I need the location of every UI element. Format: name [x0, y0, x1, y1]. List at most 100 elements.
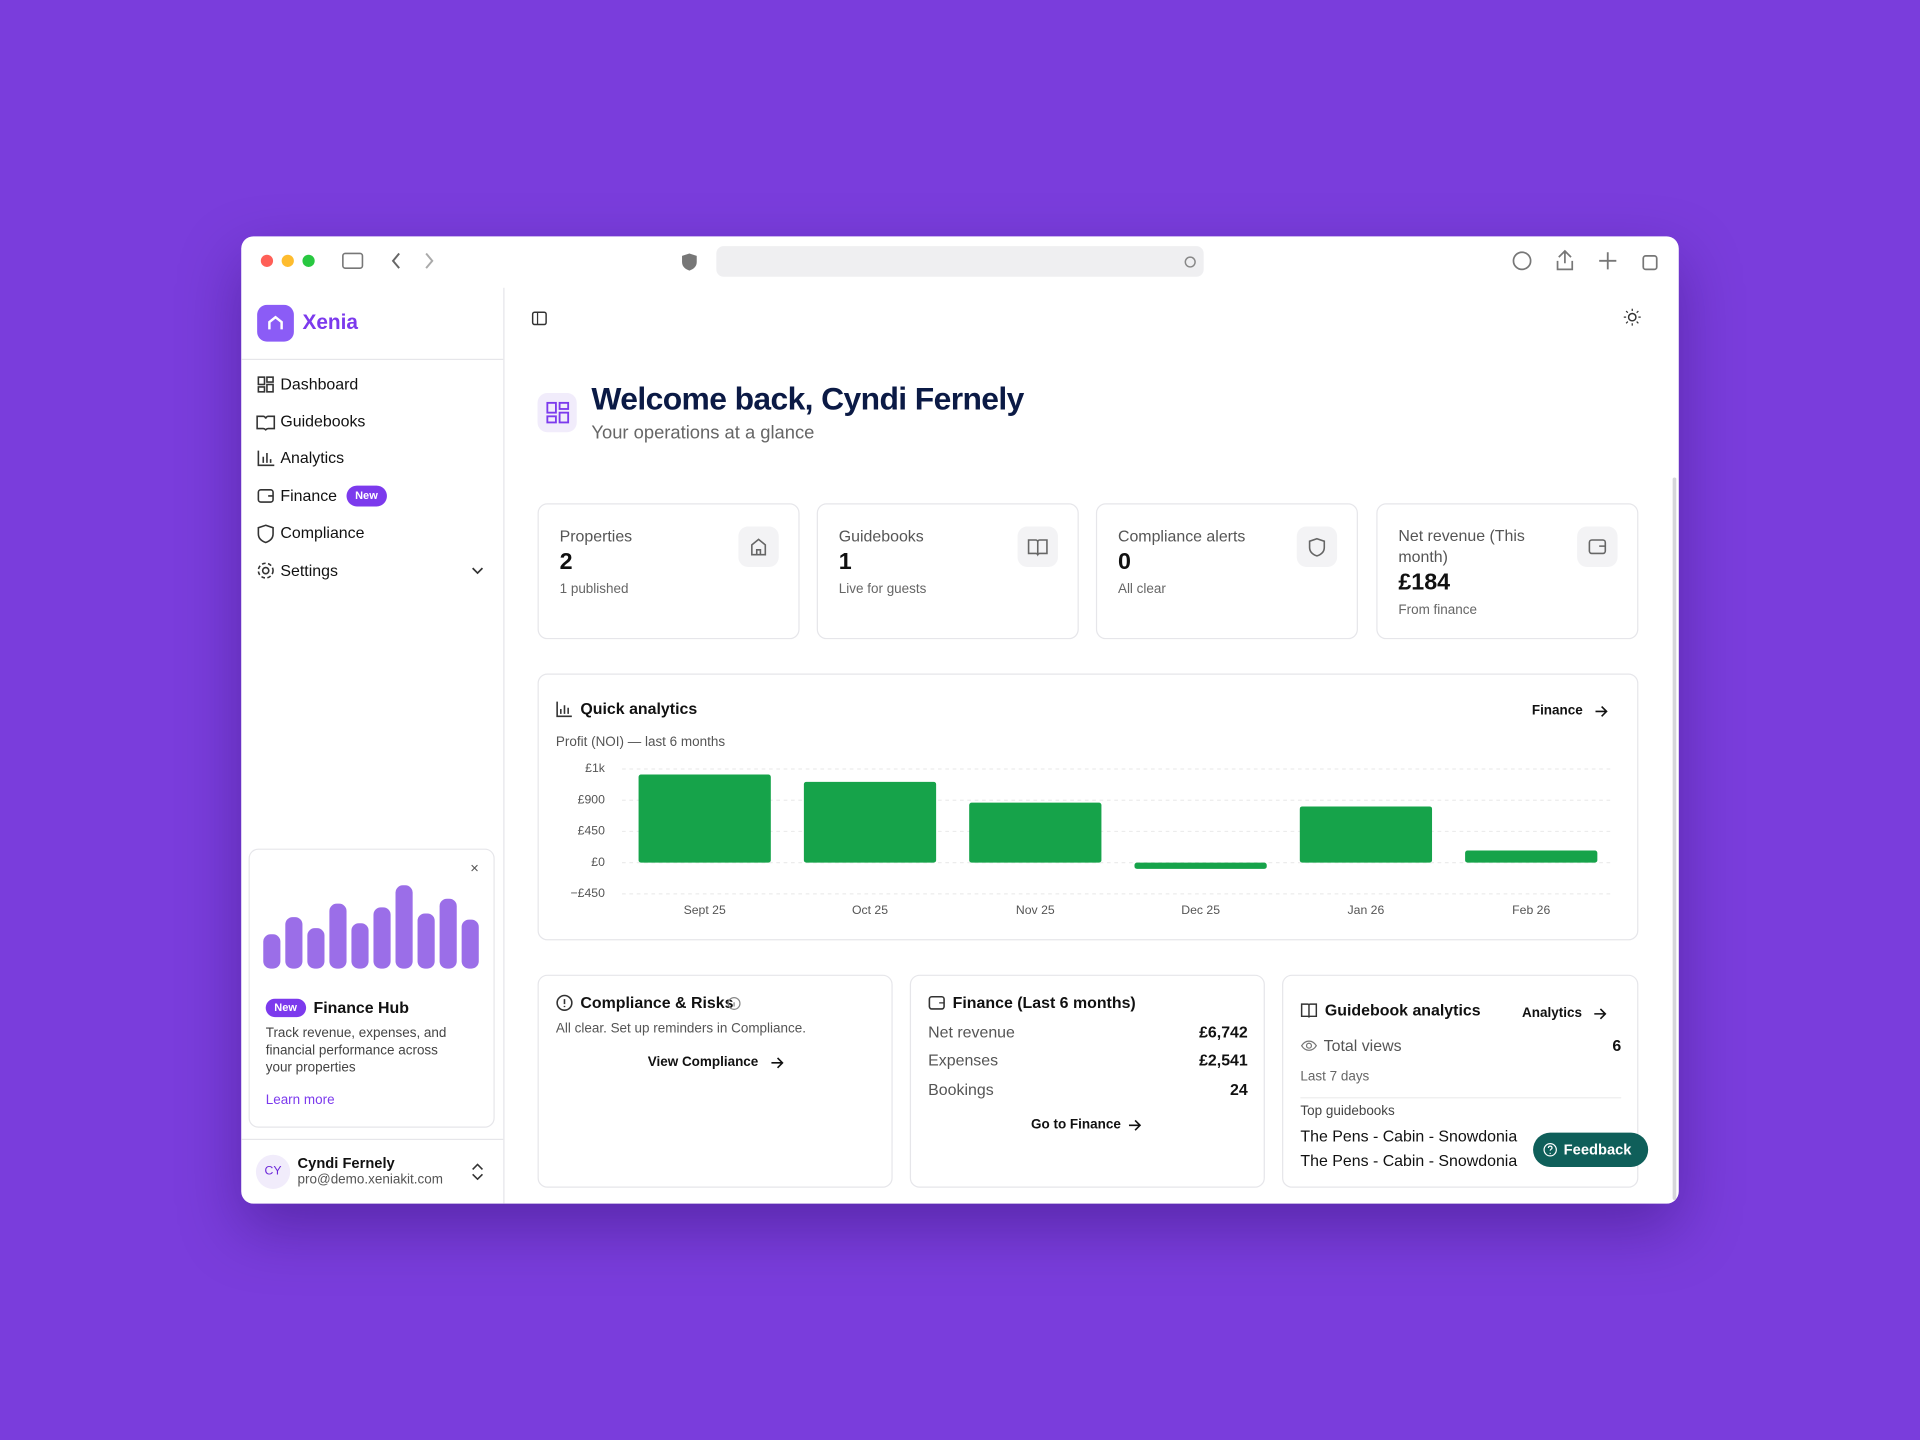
nav-item[interactable]: Guidebooks: [280, 411, 366, 431]
views-value: 6: [1612, 1036, 1622, 1055]
close-dot[interactable]: [260, 254, 274, 267]
header-icon: [537, 393, 577, 433]
user-email: pro@demo.xeniakit.com: [297, 1172, 443, 1188]
user-menu[interactable]: [471, 1163, 484, 1181]
finance-title: Finance (Last 6 months): [952, 993, 1136, 1012]
browser-window: Xenia Dashboard Guidebooks Analytics Fin…: [241, 236, 1679, 1204]
stat-note: All clear: [1117, 582, 1166, 597]
compliance-link[interactable]: View Compliance: [647, 1054, 759, 1070]
sidebar-btn[interactable]: [342, 252, 364, 269]
stat-icon: [1017, 526, 1058, 567]
promo-text: Track revenue, expenses, and financial p…: [265, 1026, 447, 1076]
guidebook-title: Guidebook analytics: [1324, 1000, 1481, 1020]
stat-icon: [1577, 526, 1618, 567]
top-item[interactable]: The Pens - Cabin - Snowdonia: [1300, 1126, 1518, 1146]
bar: [1465, 850, 1598, 863]
stat-value: 1: [838, 549, 852, 576]
x-tick-label: Nov 25: [1016, 903, 1055, 917]
share-btn[interactable]: [1556, 249, 1574, 271]
stat-value: 2: [559, 549, 573, 576]
nav-item[interactable]: Dashboard: [280, 374, 359, 394]
arrow-icon: [1595, 705, 1608, 717]
x-tick-label: Dec 25: [1181, 903, 1220, 917]
finance-value: £6,742: [1199, 1022, 1248, 1042]
book-icon: [1300, 1003, 1318, 1018]
nav-badge: New: [346, 485, 387, 507]
newtab-btn[interactable]: [1599, 252, 1617, 270]
x-tick-label: Feb 26: [1512, 903, 1550, 917]
stat-label: Properties: [559, 526, 633, 546]
top-label: Top guidebooks: [1300, 1103, 1395, 1119]
y-tick-label: £450: [578, 824, 605, 838]
stat-label: Compliance alerts: [1117, 526, 1246, 546]
stat-card: Compliance alerts 0 All clear: [1095, 503, 1358, 640]
browser-toolbar: [260, 246, 1658, 277]
arrow-icon: [1128, 1119, 1142, 1131]
scrollbar: [1672, 477, 1677, 1201]
brand-logo: [257, 304, 294, 342]
page-subtitle: Your operations at a glance: [591, 422, 815, 444]
y-tick-label: £1k: [585, 761, 606, 775]
tabs-btn[interactable]: [1642, 255, 1658, 271]
max-dot[interactable]: [302, 254, 315, 267]
views-label: Total views: [1323, 1036, 1402, 1055]
back-btn[interactable]: [391, 252, 400, 269]
promo-close[interactable]: ×: [470, 859, 479, 877]
stat-card: Properties 2 1 published: [537, 503, 800, 640]
nav-item[interactable]: Compliance: [280, 523, 365, 542]
guidebook-link[interactable]: Analytics: [1522, 1005, 1582, 1021]
compliance-text: All clear. Set up reminders in Complianc…: [555, 1021, 806, 1037]
url-bar[interactable]: [716, 246, 1204, 277]
feedback-label[interactable]: Feedback: [1563, 1140, 1632, 1159]
nav-item[interactable]: Analytics: [280, 448, 345, 467]
eye-icon: [1300, 1040, 1318, 1051]
bar: [803, 781, 937, 863]
compliance-title: Compliance & Risks: [580, 993, 734, 1012]
min-dot[interactable]: [281, 254, 294, 267]
forward-btn[interactable]: [425, 252, 434, 269]
arrow-icon: [1594, 1008, 1607, 1020]
finance-card: Finance (Last 6 months) Net revenue £6,7…: [909, 974, 1265, 1188]
y-tick-label: £900: [578, 792, 605, 806]
y-tick-label: −£450: [571, 886, 606, 900]
download-btn[interactable]: [1512, 251, 1532, 271]
nav-item[interactable]: Finance: [280, 486, 338, 505]
arrow-icon: [771, 1057, 784, 1069]
bar: [638, 774, 771, 863]
nav-item[interactable]: Settings: [280, 561, 338, 580]
reload-btn[interactable]: [1184, 256, 1196, 268]
divider: [1300, 1097, 1622, 1099]
views-period: Last 7 days: [1300, 1069, 1370, 1085]
stat-card: Net revenue (This month) £184 From finan…: [1376, 503, 1639, 640]
promo-link[interactable]: Learn more: [265, 1092, 335, 1108]
stat-icon: [738, 526, 779, 567]
finance-value: £2,541: [1199, 1050, 1248, 1070]
sidebar-border: [503, 287, 505, 1204]
finance-label: Expenses: [928, 1050, 999, 1070]
stat-card: Guidebooks 1 Live for guests: [816, 503, 1079, 640]
analytics-title: Quick analytics: [580, 699, 698, 718]
x-tick-label: Jan 26: [1348, 903, 1385, 917]
sidebar-toggle[interactable]: [531, 310, 548, 327]
feedback-button[interactable]: Feedback: [1533, 1132, 1649, 1167]
compliance-card: Compliance & Risks All clear. Set up rem…: [537, 974, 893, 1188]
analytics-icon: [556, 701, 572, 718]
stat-note: Live for guests: [838, 582, 927, 597]
finance-label: Net revenue: [928, 1022, 1015, 1042]
stat-value: 0: [1117, 549, 1131, 576]
chart-subtitle: Profit (NOI) — last 6 months: [555, 735, 726, 750]
analytics-link[interactable]: Finance: [1531, 703, 1583, 719]
finance-link[interactable]: Go to Finance: [1031, 1117, 1121, 1132]
theme-toggle[interactable]: [1623, 308, 1641, 326]
top-item[interactable]: The Pens - Cabin - Snowdonia: [1300, 1151, 1518, 1170]
info-icon: [727, 996, 741, 1010]
user-avatar: CY: [255, 1154, 291, 1189]
settings-chevron[interactable]: [471, 564, 484, 576]
promo-badge: New: [265, 998, 306, 1017]
page-title: Welcome back, Cyndi Fernely: [591, 380, 1024, 417]
brand-name: Xenia: [302, 310, 358, 335]
analytics-card: Quick analytics Finance Profit (NOI) — l…: [537, 673, 1639, 941]
shield-icon: [682, 253, 697, 271]
